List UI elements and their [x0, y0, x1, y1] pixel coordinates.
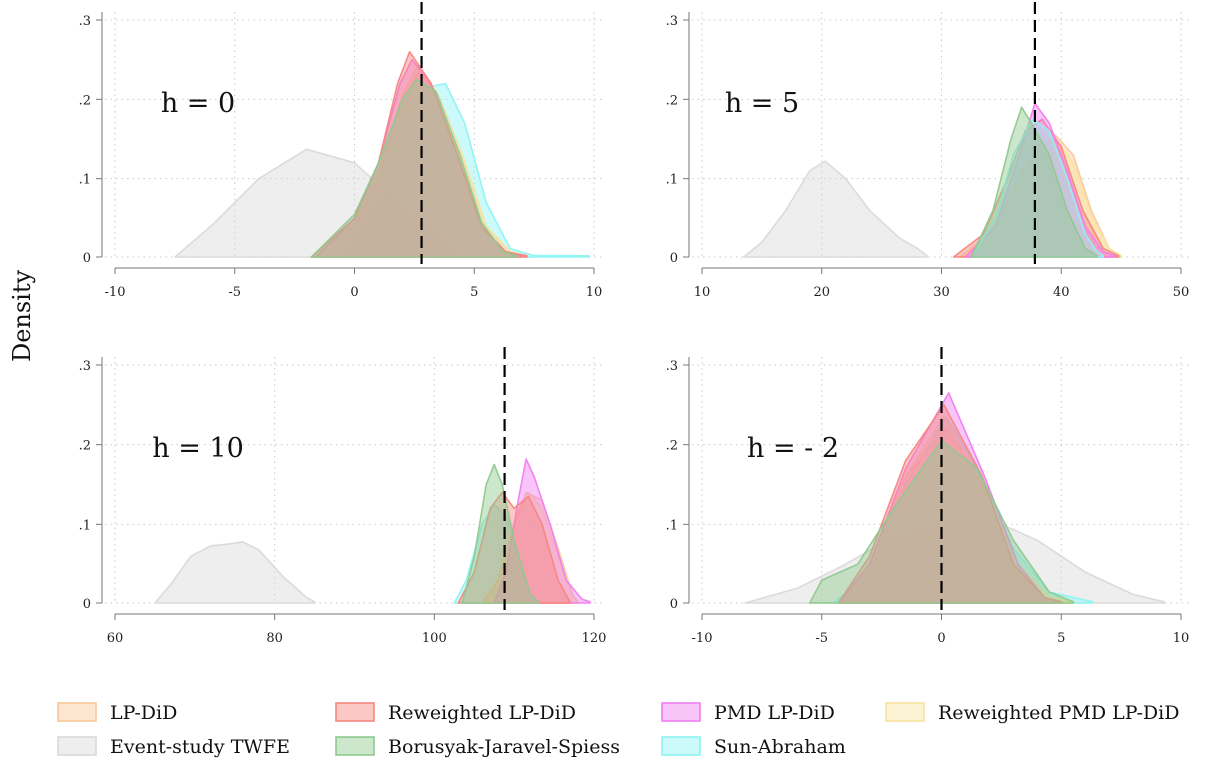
legend-label: Sun-Abraham — [714, 736, 846, 758]
y-tick-label: 0 — [670, 251, 678, 266]
density-area — [493, 458, 591, 604]
y-tick-label: .1 — [666, 518, 678, 533]
density-area — [744, 517, 1165, 604]
x-tick-label: 0 — [937, 631, 945, 646]
x-tick-label: 80 — [266, 631, 283, 646]
panel-3: 0 .1 .2 .3 60 80 100 120 h = 10 — [79, 347, 607, 646]
x-tick-label: -10 — [105, 285, 126, 300]
density-area — [461, 463, 539, 604]
density-area — [964, 102, 1116, 258]
legend-swatch — [335, 736, 375, 756]
x-tick-label: 10 — [586, 285, 603, 300]
x-tick-label: 30 — [933, 285, 950, 300]
y-tick-label: .2 — [79, 93, 91, 108]
legend-item: Borusyak-Jaravel-Spiess — [335, 736, 620, 758]
panel-label: h = - 2 — [747, 433, 839, 464]
y-tick-label: .3 — [666, 359, 678, 374]
y-tick-label: .3 — [79, 359, 91, 374]
legend-label: Borusyak-Jaravel-Spiess — [388, 736, 620, 758]
x-tick-label: -5 — [228, 285, 241, 300]
legend-swatch — [661, 702, 701, 722]
panel-2: 0 .1 .2 .3 10 20 30 40 50 h = 5 — [666, 2, 1190, 300]
legend-swatch — [335, 702, 375, 722]
panel-1: 0 .1 .2 .3 -10 -5 0 5 10 h = 0 — [79, 2, 603, 300]
density-area — [154, 541, 316, 604]
legend-label: Reweighted PMD LP-DiD — [938, 702, 1179, 724]
legend-label: PMD LP-DiD — [714, 702, 835, 724]
x-tick-label: 60 — [107, 631, 124, 646]
legend-item: Event-study TWFE — [57, 736, 290, 758]
panels: 0.1.2.3-10 -5 0 5 10h = 00.1.2.310 20 30 40 50h … — [79, 2, 1190, 646]
x-tick-label: -10 — [692, 631, 713, 646]
density-area — [970, 118, 1104, 258]
x-tick-label: 0 — [350, 285, 358, 300]
density-area — [958, 138, 1122, 258]
x-tick-label: 20 — [813, 285, 830, 300]
y-axis-title: Density — [8, 270, 36, 363]
legend-swatch — [661, 736, 701, 756]
y-tick-label: 0 — [83, 597, 91, 612]
x-tick-label: 40 — [1053, 285, 1070, 300]
legend-swatch — [57, 702, 97, 722]
density-area — [310, 78, 519, 258]
panel-label: h = 0 — [161, 88, 235, 119]
y-tick-label: .2 — [666, 93, 678, 108]
x-tick-label: 10 — [1173, 631, 1190, 646]
legend-item: Reweighted LP-DiD — [335, 702, 576, 724]
legend-item: Reweighted PMD LP-DiD — [885, 702, 1179, 724]
density-area — [952, 118, 1120, 258]
y-tick-label: .2 — [79, 439, 91, 454]
y-tick-label: .1 — [666, 173, 678, 188]
legend-label: Reweighted LP-DiD — [388, 702, 576, 724]
density-area — [809, 439, 1074, 604]
x-tick-label: -5 — [815, 631, 828, 646]
panel-label: h = 10 — [152, 433, 244, 464]
legend-label: Event-study TWFE — [110, 736, 290, 758]
legend-label: LP-DiD — [110, 702, 177, 724]
y-tick-label: .1 — [79, 518, 91, 533]
x-tick-label: 120 — [582, 631, 607, 646]
x-tick-label: 10 — [694, 285, 711, 300]
y-tick-label: .3 — [666, 14, 678, 29]
legend-item: Sun-Abraham — [661, 736, 846, 758]
density-area — [457, 491, 571, 604]
y-tick-label: .1 — [79, 173, 91, 188]
legend-item: LP-DiD — [57, 702, 177, 724]
y-tick-label: 0 — [83, 251, 91, 266]
x-tick-label: 5 — [470, 285, 478, 300]
legend-item: PMD LP-DiD — [661, 702, 835, 724]
legend-swatch — [57, 736, 97, 756]
y-tick-label: 0 — [670, 597, 678, 612]
x-tick-label: 50 — [1173, 285, 1190, 300]
panel-label: h = 5 — [725, 88, 799, 119]
y-tick-label: .3 — [79, 14, 91, 29]
density-area — [832, 416, 1094, 604]
density-area — [743, 160, 928, 258]
legend-swatch — [885, 702, 925, 722]
y-tick-label: .2 — [666, 439, 678, 454]
x-tick-label: 5 — [1057, 631, 1065, 646]
legend: LP-DiD Reweighted LP-DiD PMD LP-DiD Reweigh… — [57, 702, 1179, 758]
x-tick-label: 100 — [422, 631, 447, 646]
panel-4: 0 .1 .2 .3 -10 -5 0 5 10 h = - 2 — [666, 347, 1190, 646]
